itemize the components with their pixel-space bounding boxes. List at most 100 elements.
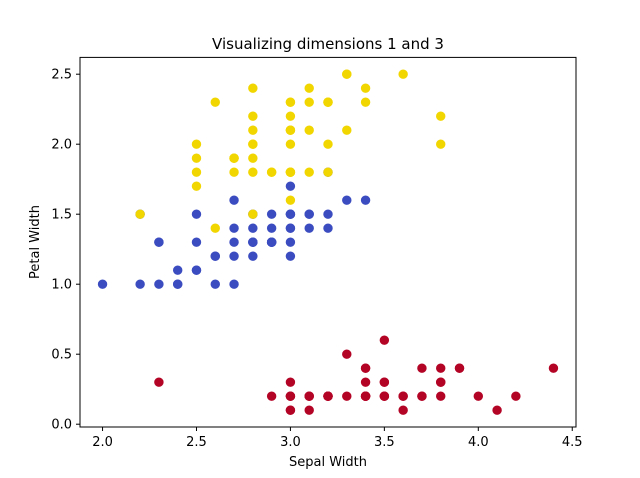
- data-point: [191, 153, 202, 163]
- data-point: [266, 223, 277, 233]
- data-point: [323, 209, 333, 219]
- y-axis-ticks: 0.0 0.5 1.0 1.5 2.0 2.5: [51, 68, 80, 433]
- data-point: [248, 125, 258, 135]
- data-point: [285, 209, 296, 219]
- data-point: [229, 153, 239, 163]
- data-point: [436, 391, 446, 401]
- data-point: [323, 139, 333, 149]
- data-point: [248, 209, 258, 219]
- data-point: [266, 167, 277, 177]
- data-point: [360, 83, 371, 93]
- data-point: [436, 363, 446, 373]
- data-point: [210, 279, 220, 289]
- data-point: [248, 167, 258, 177]
- data-point: [379, 377, 390, 387]
- data-point: [172, 265, 183, 275]
- data-point: [360, 363, 371, 373]
- data-point: [304, 97, 314, 107]
- data-point: [248, 237, 258, 247]
- y-tick-label: 2.5: [51, 68, 72, 83]
- data-point: [285, 181, 296, 191]
- data-point: [285, 111, 296, 121]
- plot-frame: [79, 56, 577, 428]
- data-point: [342, 69, 352, 79]
- y-tick-label: 1.5: [51, 208, 72, 223]
- data-point: [191, 209, 202, 219]
- data-point: [248, 153, 258, 163]
- data-point: [248, 83, 258, 93]
- data-point: [323, 223, 333, 233]
- data-point: [172, 279, 183, 289]
- data-point: [191, 237, 202, 247]
- data-point: [285, 377, 296, 387]
- data-point: [248, 139, 258, 149]
- x-axis-ticks: 2.0 2.5 3.0 3.5 4.0 4.5: [92, 427, 583, 450]
- data-point: [360, 377, 371, 387]
- x-tick-label: 2.5: [186, 435, 207, 450]
- data-point: [191, 265, 202, 275]
- data-point: [229, 251, 239, 261]
- data-point: [285, 139, 296, 149]
- data-point: [154, 237, 164, 247]
- data-point: [248, 223, 258, 233]
- data-point: [492, 405, 502, 415]
- data-point: [436, 377, 446, 387]
- data-point: [511, 391, 521, 401]
- data-point: [304, 125, 314, 135]
- data-point: [210, 97, 220, 107]
- data-point: [191, 139, 202, 149]
- data-point: [360, 97, 371, 107]
- data-point: [304, 167, 314, 177]
- data-point: [135, 279, 145, 289]
- data-point: [285, 391, 296, 401]
- data-point: [436, 139, 446, 149]
- y-axis-label: Petal Width: [28, 205, 43, 279]
- data-point: [454, 363, 465, 373]
- data-point: [229, 237, 239, 247]
- data-point: [285, 251, 296, 261]
- data-point: [304, 209, 314, 219]
- y-tick-label: 1.0: [51, 278, 72, 293]
- data-point: [210, 251, 220, 261]
- data-point: [360, 391, 371, 401]
- data-point: [304, 83, 314, 93]
- data-point: [342, 125, 352, 135]
- data-point: [285, 97, 296, 107]
- x-axis-label: Sepal Width: [289, 455, 367, 470]
- data-point: [210, 223, 220, 233]
- data-point: [285, 125, 296, 135]
- chart-title: Visualizing dimensions 1 and 3: [212, 35, 444, 53]
- data-point: [285, 237, 296, 247]
- data-point: [266, 391, 277, 401]
- data-point: [398, 405, 408, 415]
- data-point: [342, 195, 352, 205]
- data-point: [398, 69, 408, 79]
- data-point: [323, 167, 333, 177]
- data-point: [266, 237, 277, 247]
- data-point: [135, 209, 145, 219]
- data-point: [229, 223, 239, 233]
- data-point: [342, 391, 352, 401]
- data-point: [304, 223, 314, 233]
- data-point: [304, 391, 314, 401]
- y-tick-label: 2.0: [51, 138, 72, 153]
- x-tick-label: 4.5: [562, 435, 583, 450]
- data-point: [97, 279, 108, 289]
- data-point: [379, 335, 390, 345]
- data-point: [266, 209, 277, 219]
- data-point: [285, 405, 296, 415]
- x-tick-label: 3.5: [374, 435, 395, 450]
- data-point: [191, 181, 202, 191]
- x-tick-label: 3.0: [280, 435, 301, 450]
- data-points: [97, 69, 559, 415]
- data-point: [229, 195, 239, 205]
- y-tick-label: 0.0: [51, 418, 72, 433]
- data-point: [323, 97, 333, 107]
- data-point: [304, 405, 314, 415]
- data-point: [248, 251, 258, 261]
- data-point: [229, 279, 239, 289]
- data-point: [473, 391, 484, 401]
- data-point: [248, 111, 258, 121]
- x-tick-label: 2.0: [92, 435, 113, 450]
